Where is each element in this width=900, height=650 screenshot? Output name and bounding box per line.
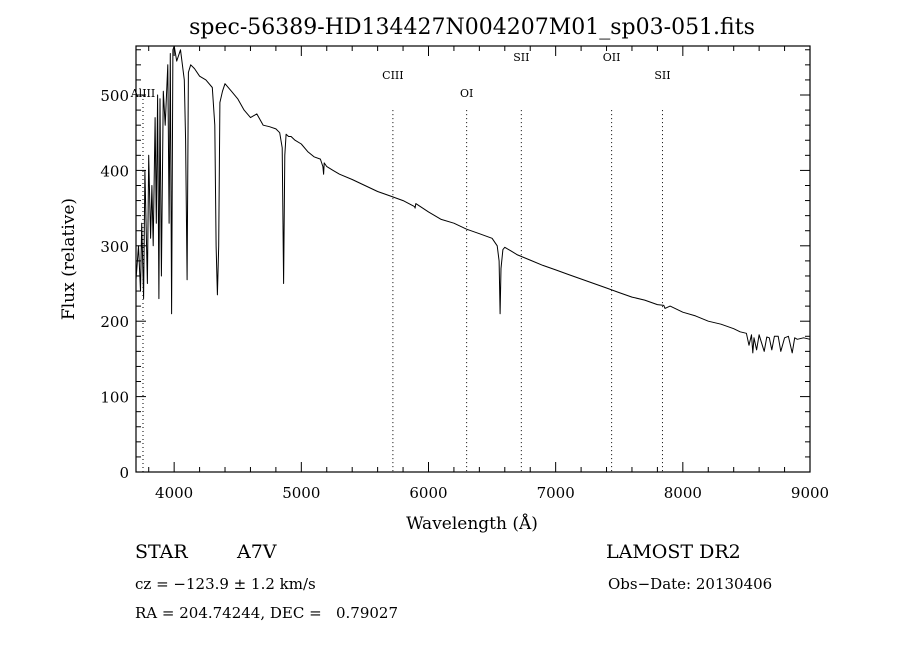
x-tick-label: 8000 (664, 484, 702, 502)
x-tick-label: 9000 (791, 484, 829, 502)
plot-frame (135, 45, 811, 473)
x-tick-label: 5000 (282, 484, 320, 502)
y-tick-label: 200 (100, 313, 129, 331)
spectrum-line (135, 45, 811, 354)
survey-name: LAMOST DR2 (606, 541, 741, 563)
x-tick-label: 6000 (409, 484, 447, 502)
spectral-line-label: SII (654, 69, 670, 82)
coordinates: RA = 204.74244, DEC = 0.79027 (135, 604, 399, 622)
spectral-line-label: OI (460, 87, 473, 100)
y-axis-label: Flux (relative) (59, 198, 79, 320)
y-tick-label: 300 (100, 238, 129, 256)
spectral-line-label: CIII (382, 69, 403, 82)
x-tick-label: 4000 (155, 484, 193, 502)
x-tick-label: 7000 (537, 484, 575, 502)
object-subclass: A7V (237, 541, 277, 563)
spectral-line-label: AlIII (130, 87, 156, 100)
y-tick-label: 400 (100, 162, 129, 180)
chart-title: spec-56389-HD134427N004207M01_sp03-051.f… (189, 15, 755, 40)
observation-date: Obs−Date: 20130406 (608, 575, 773, 593)
x-axis-label: Wavelength (Å) (406, 513, 538, 534)
y-tick-label: 0 (119, 464, 129, 482)
y-tick-label: 500 (100, 87, 129, 105)
spectral-line-label: OII (603, 51, 621, 64)
spectral-line-label: SII (513, 51, 529, 64)
plot-area: 4000 5000 6000 7000 8000 9000 0 100 200 300 400 500… (100, 45, 829, 502)
object-class: STAR (135, 541, 188, 563)
redshift-cz: cz = −123.9 ± 1.2 km/s (135, 575, 316, 593)
y-tick-label: 100 (100, 389, 129, 407)
